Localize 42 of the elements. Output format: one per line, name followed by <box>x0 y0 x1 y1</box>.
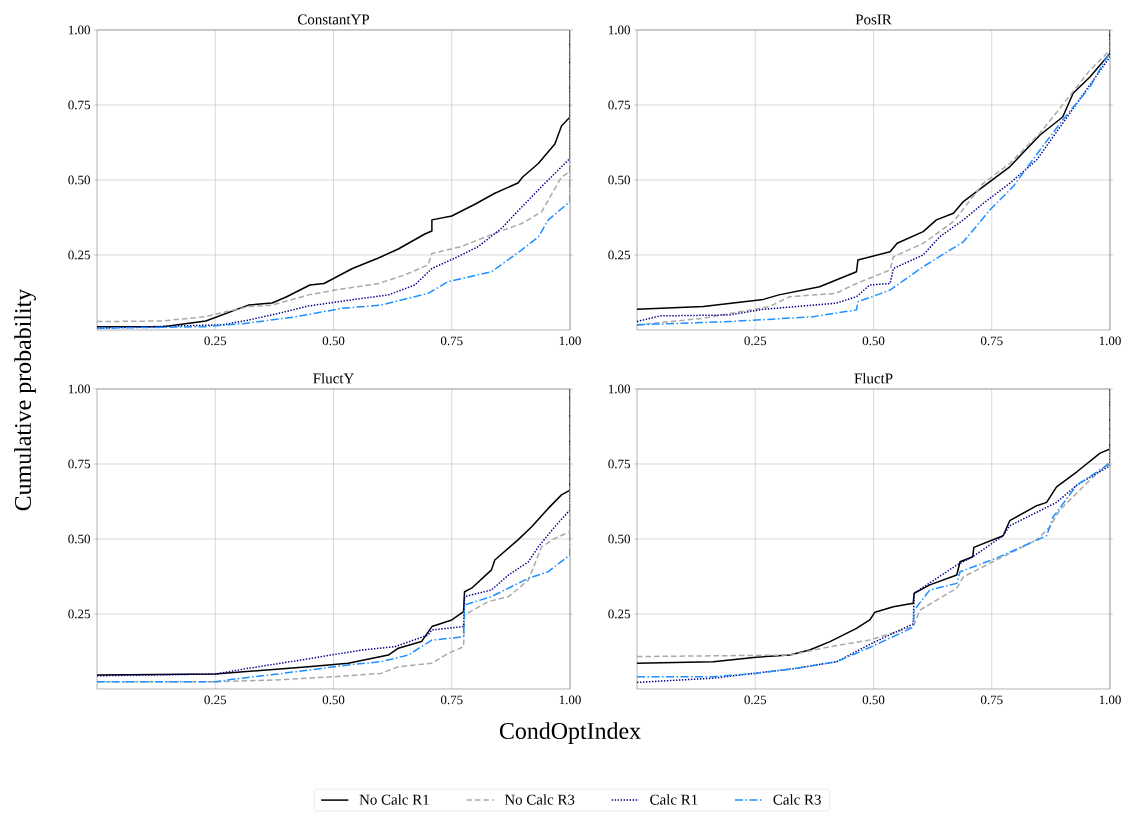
y-tick-label: 0.75 <box>68 459 90 469</box>
chart-title: FluctP <box>854 372 893 384</box>
y-tick-label: 1.00 <box>608 384 630 394</box>
x-tick-label: 0.75 <box>980 695 1003 705</box>
y-tick-label: 0.75 <box>608 459 630 469</box>
y-tick-label: 1.00 <box>68 384 90 394</box>
x-tick-label: 0.25 <box>204 336 227 346</box>
chart-title: FluctY <box>313 372 354 384</box>
legend-label: Calc R1 <box>650 794 698 805</box>
legend-label: Calc R3 <box>773 794 821 805</box>
y-tick-label: 0.75 <box>68 100 90 110</box>
y-tick-label: 0.50 <box>68 175 90 185</box>
legend-label: No Calc R3 <box>504 794 575 805</box>
x-tick-label: 1.00 <box>559 336 581 346</box>
y-tick-label: 0.25 <box>608 250 630 260</box>
y-tick-label: 0.75 <box>608 100 630 110</box>
x-tick-label: 0.50 <box>862 336 885 346</box>
y-tick-label: 0.50 <box>68 534 90 544</box>
x-tick-label: 1.00 <box>1099 695 1121 705</box>
x-tick-label: 0.50 <box>322 336 345 346</box>
x-axis-title: CondOptIndex <box>499 722 641 744</box>
x-tick-label: 1.00 <box>559 695 581 705</box>
y-tick-label: 0.50 <box>608 175 630 185</box>
x-tick-label: 0.50 <box>862 695 885 705</box>
x-tick-label: 0.25 <box>744 336 767 346</box>
y-tick-label: 0.25 <box>68 250 90 260</box>
x-tick-label: 0.75 <box>440 695 463 705</box>
y-tick-label: 1.00 <box>68 25 90 35</box>
chart-title: PosIR <box>855 14 892 25</box>
x-tick-label: 1.00 <box>1099 336 1121 346</box>
y-axis-title: Cumulative probability <box>14 288 36 511</box>
x-tick-label: 0.75 <box>980 336 1003 346</box>
x-tick-label: 0.50 <box>322 695 345 705</box>
y-tick-label: 0.50 <box>608 534 630 544</box>
y-tick-label: 0.25 <box>608 609 630 619</box>
x-tick-label: 0.75 <box>440 336 463 346</box>
y-tick-label: 1.00 <box>608 25 630 35</box>
y-tick-label: 0.25 <box>68 609 90 619</box>
x-tick-label: 0.25 <box>204 695 227 705</box>
legend-label: No Calc R1 <box>359 794 429 805</box>
x-tick-label: 0.25 <box>744 695 767 705</box>
chart-title: ConstantYP <box>298 14 370 25</box>
